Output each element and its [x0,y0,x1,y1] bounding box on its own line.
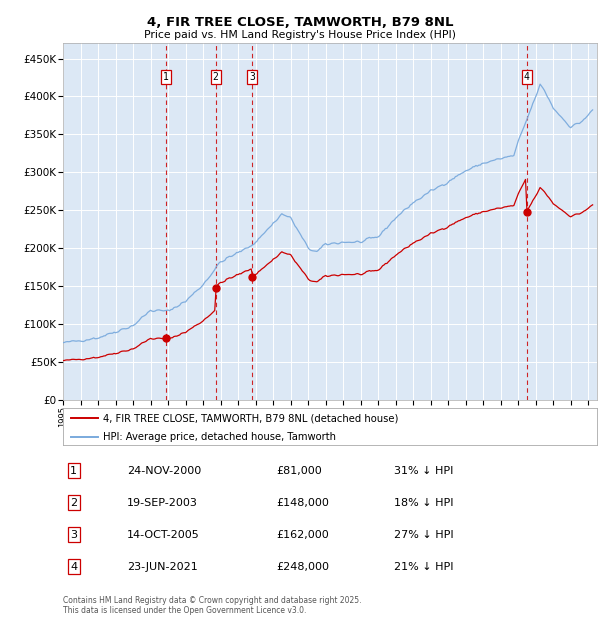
Text: 27% ↓ HPI: 27% ↓ HPI [394,530,454,540]
Text: Contains HM Land Registry data © Crown copyright and database right 2025.
This d: Contains HM Land Registry data © Crown c… [63,596,361,615]
Text: 1: 1 [70,466,77,476]
Text: 24-NOV-2000: 24-NOV-2000 [127,466,202,476]
Text: HPI: Average price, detached house, Tamworth: HPI: Average price, detached house, Tamw… [103,432,336,442]
Text: 4, FIR TREE CLOSE, TAMWORTH, B79 8NL: 4, FIR TREE CLOSE, TAMWORTH, B79 8NL [147,16,453,29]
Text: £148,000: £148,000 [277,498,329,508]
Text: 4, FIR TREE CLOSE, TAMWORTH, B79 8NL (detached house): 4, FIR TREE CLOSE, TAMWORTH, B79 8NL (de… [103,414,398,423]
Text: 4: 4 [70,562,77,572]
Text: 19-SEP-2003: 19-SEP-2003 [127,498,198,508]
Text: 23-JUN-2021: 23-JUN-2021 [127,562,198,572]
Text: 31% ↓ HPI: 31% ↓ HPI [394,466,454,476]
Text: 4: 4 [524,73,530,82]
Text: Price paid vs. HM Land Registry's House Price Index (HPI): Price paid vs. HM Land Registry's House … [144,30,456,40]
Text: 21% ↓ HPI: 21% ↓ HPI [394,562,454,572]
Text: £81,000: £81,000 [277,466,322,476]
Text: 1: 1 [163,73,169,82]
Text: 3: 3 [70,530,77,540]
Text: £162,000: £162,000 [277,530,329,540]
Text: 2: 2 [70,498,77,508]
Text: £248,000: £248,000 [277,562,329,572]
Text: 14-OCT-2005: 14-OCT-2005 [127,530,200,540]
Text: 3: 3 [249,73,255,82]
Text: 2: 2 [212,73,218,82]
Text: 18% ↓ HPI: 18% ↓ HPI [394,498,454,508]
